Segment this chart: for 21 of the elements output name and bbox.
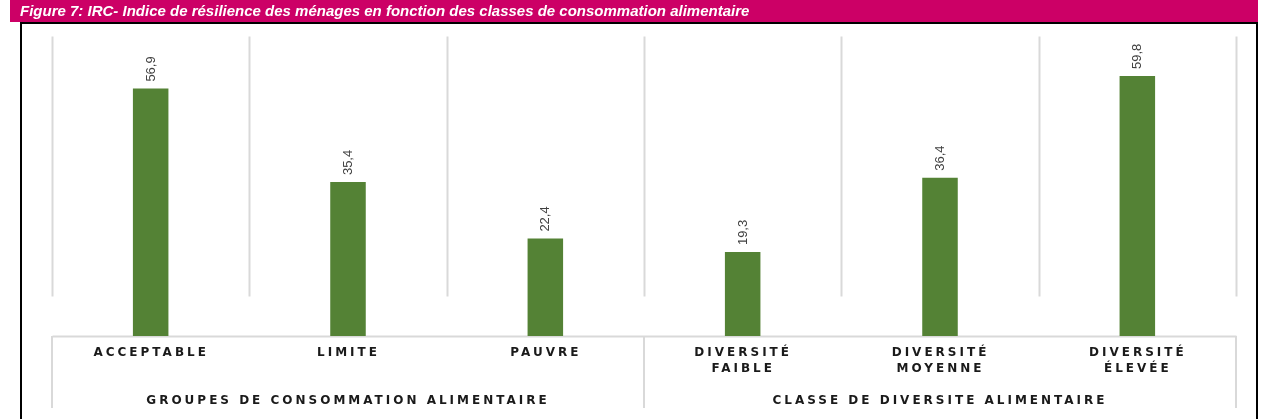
x-tick-label: DIVERSITÉ ÉLEVÉE (1089, 343, 1187, 375)
x-tick-label: DIVERSITÉ MOYENNE (891, 343, 990, 375)
bar (922, 177, 958, 336)
bar (724, 252, 761, 336)
data-label: 56,9 (142, 56, 158, 82)
data-label: 19,3 (734, 219, 750, 246)
x-tick-label: PAUVRE (510, 344, 582, 359)
bar (132, 88, 169, 336)
text: GROUPES DE CONSOMMATION ALIMENTAIRE (146, 393, 550, 407)
data-label: 22,4 (537, 206, 553, 232)
data-label: 35,4 (340, 149, 355, 176)
data-label: 36,4 (932, 145, 947, 171)
x-tick-label: DIVERSITÉ FAIBLE (694, 343, 792, 375)
bar (1119, 76, 1156, 336)
bar (330, 182, 366, 336)
x-tick-label: LIMITE (317, 344, 380, 359)
text: CLASSE DE DIVERSITE ALIMENTAIRE (772, 393, 1108, 407)
chart-title: Figure 7: IRC- Indice de résilience des ménages en fonction des classes de consommation alimentaire (20, 2, 750, 20)
x-tick-label: ACCEPTABLE (93, 344, 209, 359)
bar (527, 238, 564, 336)
data-label: 59,8 (1129, 43, 1145, 69)
